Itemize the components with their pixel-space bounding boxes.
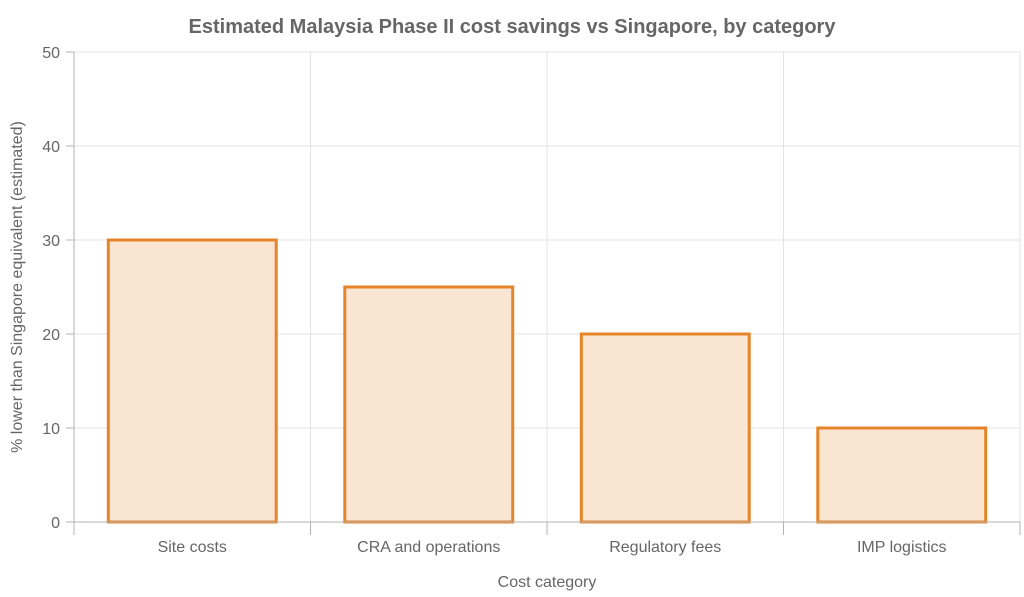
x-axis-label: Cost category bbox=[498, 574, 597, 591]
y-tick-label: 20 bbox=[42, 327, 60, 344]
chart-title: Estimated Malaysia Phase II cost savings… bbox=[189, 16, 837, 38]
bar bbox=[343, 285, 515, 524]
y-tick-label: 10 bbox=[42, 421, 60, 438]
x-tick-label: Site costs bbox=[158, 539, 227, 556]
tick-labels: 0 10 20 30 40 50 Site costs CRA and operations R… bbox=[42, 45, 946, 556]
y-tick-label: 50 bbox=[42, 45, 60, 62]
bar bbox=[579, 332, 751, 524]
y-tick-label: 30 bbox=[42, 233, 60, 250]
y-tick-label: 40 bbox=[42, 139, 60, 156]
bar bbox=[816, 426, 988, 524]
axes bbox=[66, 51, 1021, 535]
y-tick-label: 0 bbox=[51, 515, 60, 532]
y-axis-label: % lower than Singapore equivalent (estim… bbox=[9, 121, 26, 453]
bars bbox=[106, 238, 988, 524]
bar bbox=[106, 238, 278, 524]
x-tick-label: Regulatory fees bbox=[609, 539, 721, 556]
x-tick-label: IMP logistics bbox=[857, 539, 947, 556]
x-tick-label: CRA and operations bbox=[357, 539, 500, 556]
